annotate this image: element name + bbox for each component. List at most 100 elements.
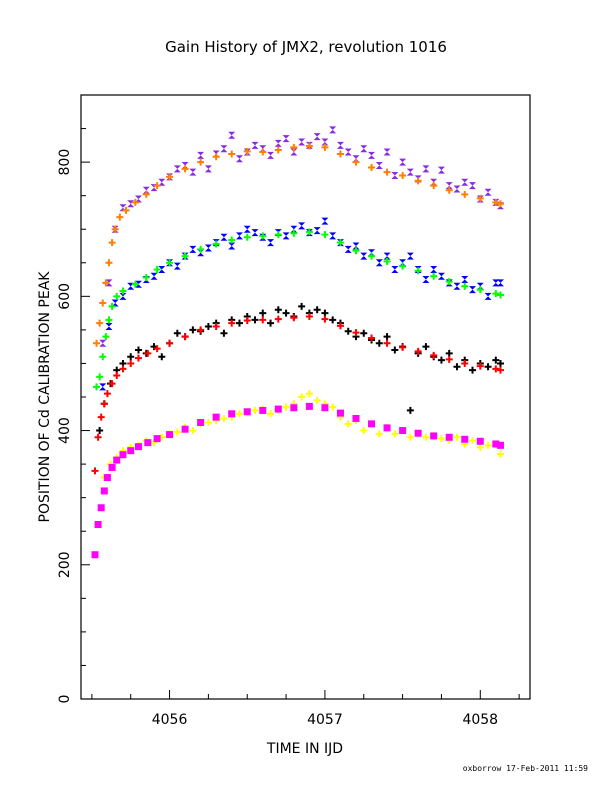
data-point (305, 142, 313, 150)
data-point (313, 133, 321, 141)
data-point (131, 198, 139, 206)
data-point (94, 521, 102, 529)
data-point (212, 240, 220, 248)
x-tick-label: 4057 (307, 712, 343, 728)
data-point (243, 408, 251, 416)
data-point (111, 225, 119, 233)
series-7 (91, 402, 504, 559)
data-point (204, 419, 212, 427)
data-point (492, 356, 500, 364)
data-point (189, 326, 197, 334)
data-point (142, 190, 150, 198)
data-point (352, 247, 360, 255)
data-point (127, 359, 135, 367)
data-point (321, 231, 329, 239)
data-point (189, 168, 197, 176)
data-point (290, 225, 298, 233)
data-point (399, 427, 407, 435)
data-point (189, 427, 197, 435)
data-point (220, 233, 228, 241)
data-point (344, 148, 352, 156)
data-point (290, 404, 298, 412)
data-point (181, 252, 189, 260)
data-point (453, 282, 461, 290)
data-point (383, 333, 391, 341)
data-point (360, 252, 368, 260)
data-point (204, 323, 212, 331)
data-point (134, 443, 142, 451)
data-point (96, 319, 104, 327)
data-point (476, 443, 484, 451)
series-5 (91, 312, 504, 475)
data-point (321, 404, 329, 412)
data-point (267, 410, 275, 418)
data-point (414, 347, 422, 355)
data-point (96, 373, 104, 381)
data-point (212, 323, 220, 331)
data-point (336, 239, 344, 247)
data-point (298, 393, 306, 401)
data-point (469, 437, 477, 445)
series-0 (99, 126, 504, 347)
data-point (430, 351, 438, 359)
data-point (321, 315, 329, 323)
data-point (305, 228, 313, 236)
data-point (492, 290, 500, 298)
data-point (127, 353, 135, 361)
data-point (235, 319, 243, 327)
data-point (430, 272, 438, 280)
data-point (352, 329, 360, 337)
data-point (391, 265, 399, 273)
data-point (406, 168, 414, 176)
data-point (113, 292, 121, 300)
data-point (430, 182, 438, 190)
data-point (96, 427, 104, 435)
data-point (360, 329, 368, 337)
data-point (391, 172, 399, 180)
data-point (375, 259, 383, 267)
data-point (383, 168, 391, 176)
data-point (251, 229, 259, 237)
data-point (282, 135, 290, 143)
data-point (119, 292, 127, 300)
data-point (235, 155, 243, 163)
data-point (119, 451, 127, 459)
data-point (173, 329, 181, 337)
x-tick-label: 4056 (152, 712, 188, 728)
data-point (321, 143, 329, 151)
data-point (134, 354, 142, 362)
data-point (383, 257, 391, 265)
data-point (97, 504, 105, 512)
data-point (368, 334, 376, 342)
data-point (368, 420, 376, 428)
data-point (228, 150, 236, 158)
y-tick-label: 800 (57, 149, 73, 176)
data-point (399, 343, 407, 351)
data-point (383, 252, 391, 260)
data-point (144, 349, 152, 357)
data-point (336, 322, 344, 330)
data-point (243, 225, 251, 233)
data-point (259, 406, 267, 414)
data-point (91, 467, 99, 475)
data-point (496, 366, 504, 374)
data-point (113, 372, 121, 380)
data-point (274, 231, 282, 239)
data-point (422, 343, 430, 351)
footer-signature: oxborrow 17-Feb-2011 11:59 (463, 764, 588, 773)
data-point (496, 450, 504, 458)
data-point (437, 356, 445, 364)
data-point (243, 316, 251, 324)
data-point (119, 365, 127, 373)
data-point (267, 151, 275, 159)
data-point (251, 141, 259, 149)
data-point (445, 182, 453, 190)
data-point (108, 239, 116, 247)
data-point (430, 432, 438, 440)
data-point (298, 138, 306, 146)
data-point (251, 406, 259, 414)
data-point (134, 195, 142, 203)
data-point (228, 410, 236, 418)
data-point (368, 151, 376, 159)
